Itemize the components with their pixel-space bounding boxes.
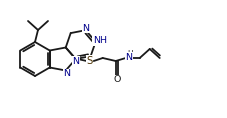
Text: S: S [86,56,92,66]
Text: N: N [82,24,89,33]
Text: N: N [63,69,70,78]
Text: N: N [125,53,132,61]
Text: NH: NH [92,36,106,45]
Text: H: H [126,50,132,56]
Text: O: O [113,76,120,84]
Text: N: N [72,57,79,65]
